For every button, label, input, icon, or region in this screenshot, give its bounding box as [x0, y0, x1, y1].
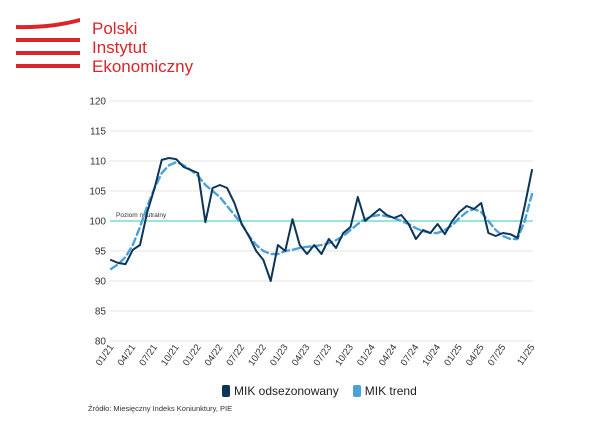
x-tick-label: 04/21	[116, 342, 139, 368]
x-tick-label: 07/21	[137, 342, 160, 368]
y-tick-label: 95	[95, 247, 107, 258]
x-tick-label: 11/25	[515, 342, 537, 367]
x-tick-label: 04/22	[203, 342, 226, 368]
y-tick-label: 90	[95, 277, 107, 288]
x-tick-label: 10/24	[420, 342, 443, 368]
y-tick-label: 85	[95, 307, 107, 318]
legend-swatch-trend	[352, 385, 361, 397]
x-tick-label: 10/21	[159, 342, 182, 368]
x-tick-label: 10/23	[333, 342, 356, 368]
logo-line-2: Instytut	[92, 38, 147, 57]
chart-legend: MIK odsezonowany MIK trend	[222, 384, 417, 398]
logo-text: Polski Instytut Ekonomiczny	[92, 19, 193, 76]
logo-stripes-icon	[16, 18, 80, 68]
legend-item-trend: MIK trend	[352, 384, 417, 398]
y-tick-label: 120	[89, 97, 106, 108]
series-line-mik-odsezonowany	[110, 157, 533, 282]
x-tick-label: 10/22	[246, 342, 269, 368]
x-tick-label: 01/22	[181, 342, 204, 368]
x-tick-label: 01/24	[355, 342, 378, 368]
x-tick-label: 04/23	[290, 342, 313, 368]
y-tick-label: 80	[95, 337, 107, 348]
pie-logo: Polski Instytut Ekonomiczny	[0, 0, 240, 80]
y-tick-label: 110	[90, 157, 106, 168]
logo-line-1: Polski	[92, 19, 138, 38]
source-note: Źródło: Miesięczny Indeks Koniunktury, P…	[88, 404, 233, 413]
legend-label-trend: MIK trend	[364, 384, 417, 398]
x-tick-label: 07/23	[312, 342, 335, 368]
legend-item-mik: MIK odsezonowany	[222, 384, 339, 398]
x-tick-label: 07/24	[399, 342, 422, 368]
x-tick-label: 07/22	[224, 342, 247, 368]
neutral-reference-label: Poziom neutralny	[116, 212, 167, 219]
legend-swatch-mik	[222, 385, 230, 397]
x-tick-label: 04/25	[464, 342, 487, 368]
x-tick-label: 07/25	[486, 342, 509, 368]
x-tick-label: 01/25	[442, 342, 465, 368]
y-tick-label: 105	[89, 187, 106, 198]
x-tick-label: 01/23	[268, 342, 291, 368]
x-tick-label: 04/24	[377, 342, 400, 368]
legend-label-mik: MIK odsezonowany	[234, 384, 339, 398]
y-tick-label: 115	[90, 127, 106, 138]
logo-line-3: Ekonomiczny	[92, 57, 194, 76]
y-tick-label: 100	[89, 217, 106, 228]
